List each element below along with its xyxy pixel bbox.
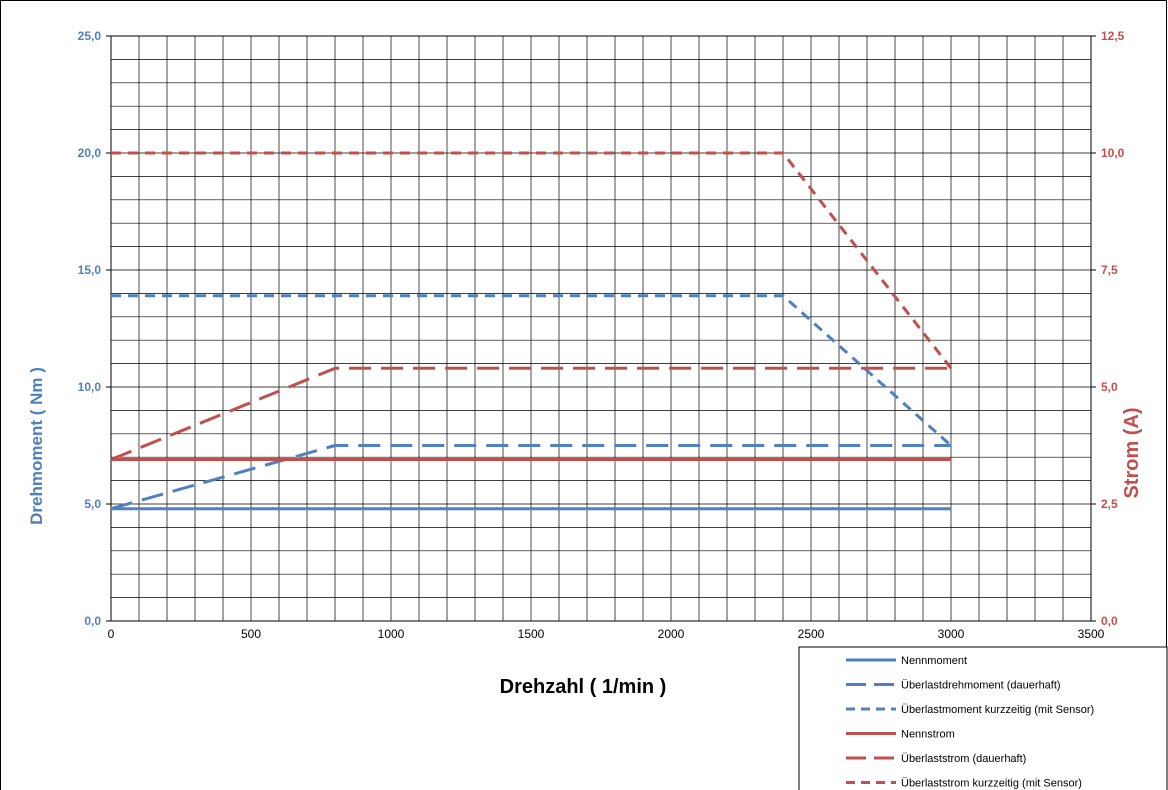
legend-label: Überlaststrom (dauerhaft) bbox=[901, 753, 1026, 765]
x-tick-label: 3000 bbox=[938, 627, 965, 641]
series-line-2 bbox=[110, 444, 951, 511]
y-right-tick-label: 0,0 bbox=[1101, 614, 1118, 628]
x-tick-label: 1500 bbox=[518, 627, 545, 641]
legend-label: Überlastmoment kurzzeitig (mit Sensor) bbox=[901, 704, 1094, 716]
legend-box bbox=[798, 646, 1168, 790]
y-left-tick-label: 20,0 bbox=[78, 146, 102, 160]
y-right-tick-label: 10,0 bbox=[1101, 146, 1125, 160]
legend-label: Überlaststrom kurzzeitig (mit Sensor) bbox=[901, 778, 1082, 790]
x-tick-label: 0 bbox=[108, 627, 115, 641]
y-left-tick-label: 25,0 bbox=[78, 29, 102, 43]
x-axis-title: Drehzahl ( 1/min ) bbox=[500, 676, 667, 698]
y-left-tick-label: 0,0 bbox=[84, 614, 101, 628]
y-right-tick-label: 2,5 bbox=[1101, 497, 1118, 511]
y-right-tick-label: 5,0 bbox=[1101, 380, 1118, 394]
series-line-5 bbox=[110, 366, 951, 461]
x-tick-label: 1000 bbox=[378, 627, 405, 641]
legend: Nennmoment Überlastdrehmoment (dauerhaft)… bbox=[798, 646, 1168, 790]
x-tick-label: 2000 bbox=[658, 627, 685, 641]
series-line-6 bbox=[111, 151, 953, 370]
y-left-tick-label: 10,0 bbox=[78, 380, 102, 394]
y-left-tick-label: 15,0 bbox=[78, 263, 102, 277]
y-axis-right-title: Strom (A) bbox=[1121, 407, 1143, 498]
series-lines bbox=[110, 151, 953, 511]
x-tick-label: 3500 bbox=[1078, 627, 1105, 641]
y-right-tick-label: 7,5 bbox=[1101, 263, 1118, 277]
series-line-3 bbox=[111, 294, 952, 447]
grid-lines bbox=[111, 36, 1091, 621]
y-right-tick-label: 12,5 bbox=[1101, 29, 1125, 43]
y-axis-left-title: Drehmoment ( Nm ) bbox=[27, 367, 46, 525]
legend-label: Nennmoment bbox=[901, 655, 967, 667]
y-left-tick-label: 5,0 bbox=[84, 497, 101, 511]
tick-labels: 0,0 5,0 10,0 15,0 20,0 25,0 0,0 2,5 5,0 7,5 10,0 12… bbox=[78, 29, 1125, 641]
legend-label: Überlastdrehmoment (dauerhaft) bbox=[901, 680, 1061, 692]
x-tick-label: 500 bbox=[241, 627, 261, 641]
legend-label: Nennstrom bbox=[901, 729, 955, 741]
plot-area-border bbox=[110, 35, 1092, 622]
x-tick-label: 2500 bbox=[798, 627, 825, 641]
